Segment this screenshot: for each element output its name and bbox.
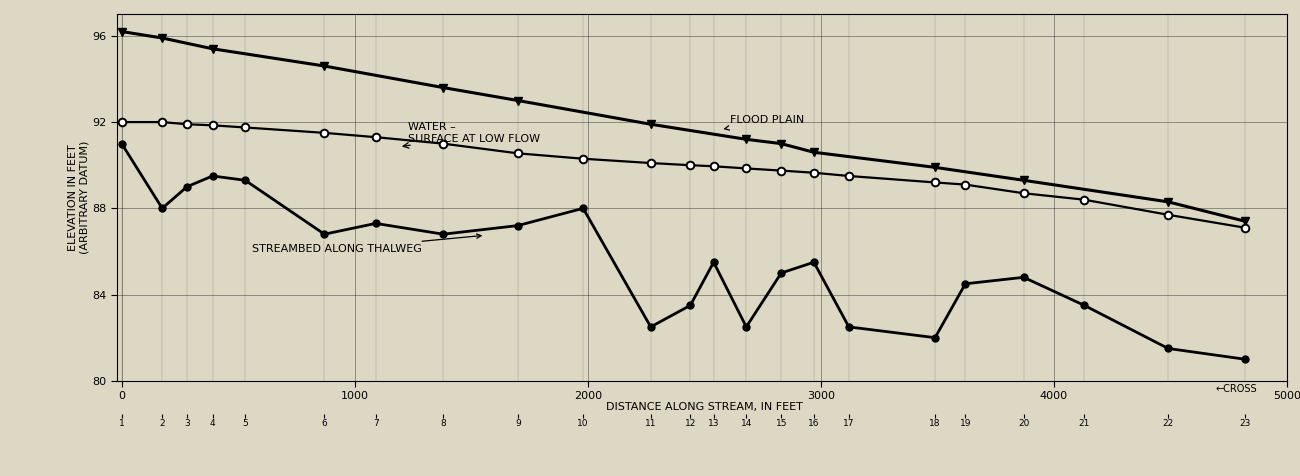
Text: WATER –
SURFACE AT LOW FLOW: WATER – SURFACE AT LOW FLOW — [408, 122, 541, 144]
Text: ←CROSS: ←CROSS — [1216, 384, 1257, 394]
Text: STREAMBED ALONG THALWEG: STREAMBED ALONG THALWEG — [252, 234, 481, 254]
Text: DISTANCE ALONG STREAM, IN FEET: DISTANCE ALONG STREAM, IN FEET — [606, 402, 803, 412]
Text: FLOOD PLAIN: FLOOD PLAIN — [724, 115, 805, 130]
Y-axis label: ELEVATION IN FEET
(ARBITRARY DATUM): ELEVATION IN FEET (ARBITRARY DATUM) — [68, 141, 90, 254]
